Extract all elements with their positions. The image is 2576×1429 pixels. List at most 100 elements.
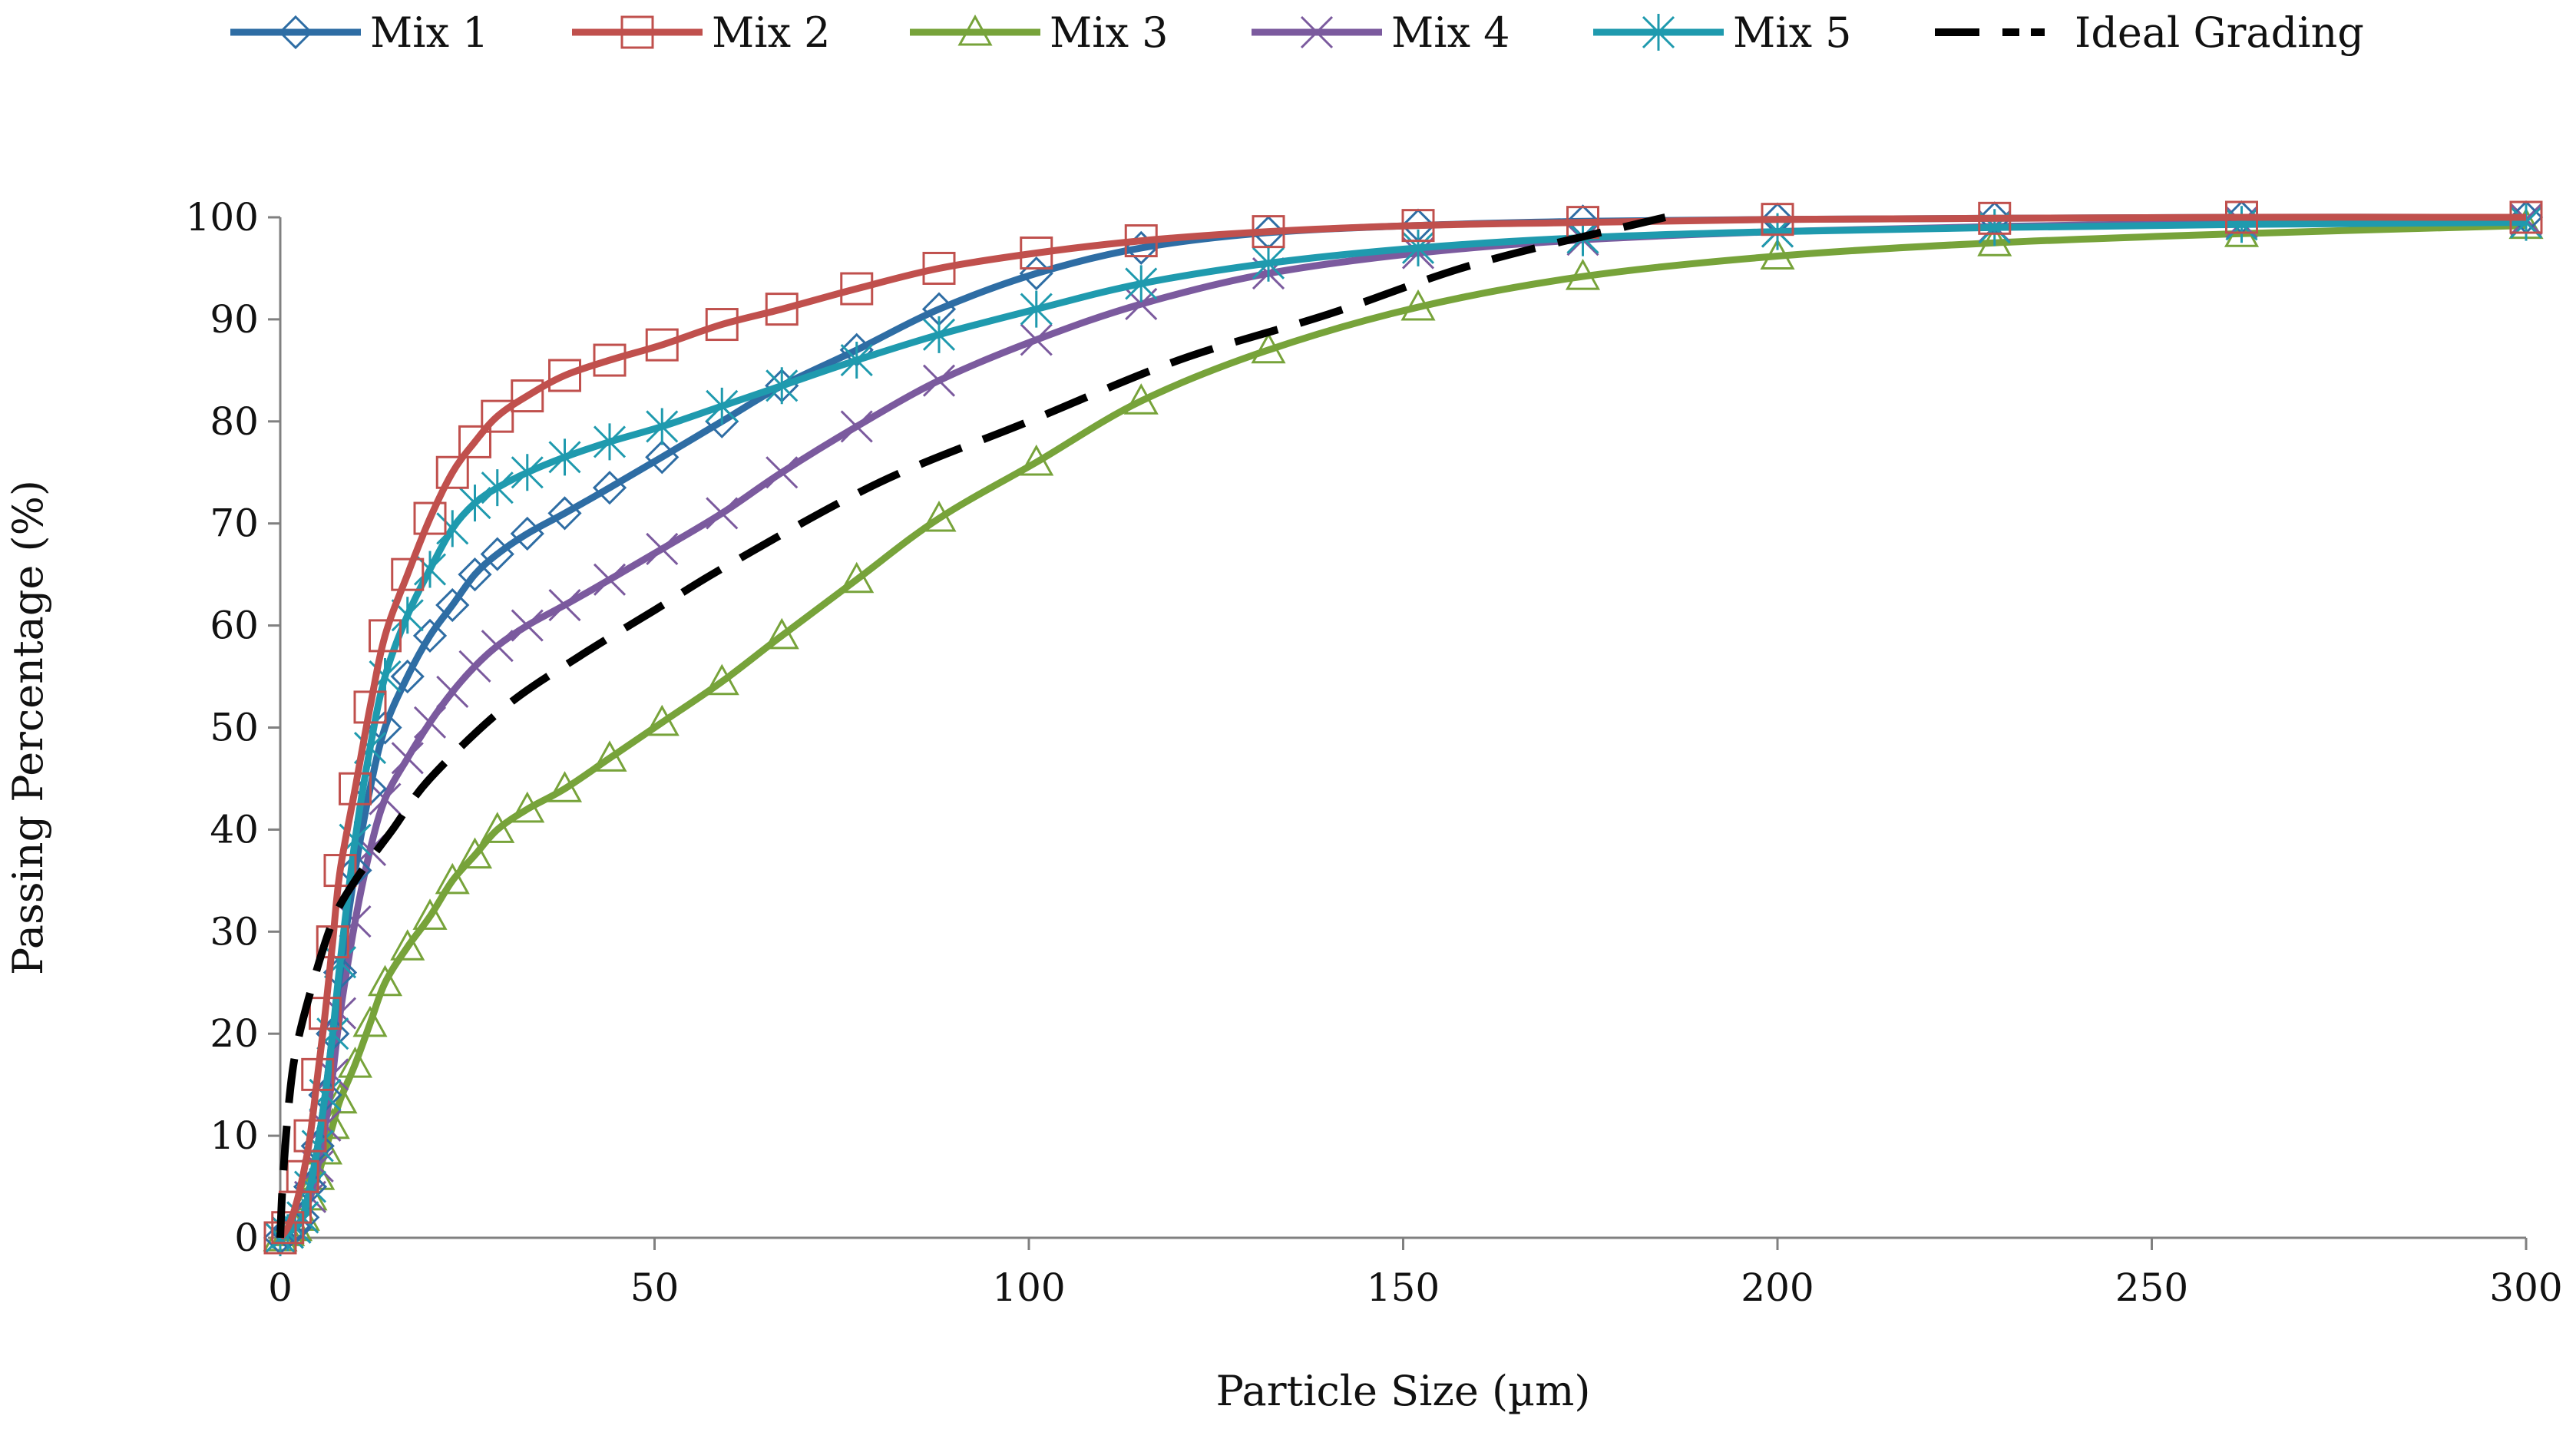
data-point	[592, 471, 627, 505]
data-point	[593, 563, 627, 596]
data-point	[435, 862, 470, 895]
data-point	[369, 782, 402, 815]
legend: Mix 1 Mix 2 Mix 3 Mix 4 Mix 5 Ideal Grading	[230, 8, 2364, 57]
data-point	[480, 537, 514, 571]
data-point	[413, 501, 447, 535]
x-tick-label: 0	[268, 1265, 293, 1310]
legend-marker	[957, 14, 993, 46]
data-point	[705, 308, 739, 342]
data-point	[435, 455, 469, 489]
data-point	[458, 557, 492, 592]
data-point	[646, 532, 679, 565]
data-point	[547, 771, 583, 802]
data-point	[412, 618, 448, 653]
series-line-mix-4	[278, 216, 2527, 1241]
data-point	[286, 1159, 319, 1193]
x-tick-label: 50	[630, 1265, 680, 1310]
data-point	[704, 663, 739, 696]
y-tick-label: 70	[210, 501, 259, 546]
legend-label: Mix 3	[1050, 8, 1169, 57]
data-point	[547, 496, 582, 531]
data-point	[839, 561, 875, 594]
data-point	[765, 293, 799, 326]
data-point	[1761, 203, 1794, 237]
data-point	[457, 837, 493, 869]
legend-item-mix-4: Mix 4	[1252, 8, 1510, 57]
legend-label: Mix 1	[370, 8, 489, 57]
legend-item-mix-1: Mix 1	[230, 8, 489, 57]
data-point	[1565, 258, 1601, 290]
data-point	[316, 925, 349, 959]
legend-marker	[278, 15, 313, 50]
data-point	[271, 1211, 305, 1245]
data-point	[436, 510, 469, 547]
series-mix-3	[263, 207, 2544, 1252]
y-tick-label: 50	[210, 706, 259, 750]
data-point	[840, 410, 873, 443]
data-point	[840, 342, 873, 379]
data-point	[1124, 224, 1158, 258]
series-line-mix-1	[278, 213, 2527, 1241]
y-tick-label: 100	[186, 195, 259, 240]
data-point	[481, 399, 514, 433]
data-point	[1252, 244, 1285, 282]
data-point	[413, 551, 447, 588]
data-point	[1020, 323, 1053, 356]
data-point	[1252, 215, 1285, 249]
x-tick-label: 100	[992, 1265, 1065, 1310]
data-point	[644, 704, 680, 736]
data-point	[593, 343, 627, 377]
data-point	[1401, 209, 1435, 243]
y-tick-label: 80	[210, 399, 259, 444]
data-point	[646, 408, 679, 445]
legend-marker	[1642, 14, 1675, 51]
data-point	[511, 379, 544, 413]
series-mix-2	[263, 200, 2543, 1255]
data-point	[337, 1046, 373, 1078]
data-point	[764, 617, 799, 650]
legend-label: Mix 4	[1391, 8, 1510, 57]
data-point	[390, 659, 425, 694]
data-point	[339, 772, 372, 805]
data-point	[1401, 229, 1435, 266]
data-point	[645, 440, 680, 475]
legend-label: Mix 5	[1733, 8, 1852, 57]
data-point	[1019, 444, 1054, 476]
data-point	[480, 812, 515, 843]
data-point	[367, 964, 403, 997]
data-point	[458, 485, 491, 522]
data-point	[922, 251, 956, 285]
series-line-mix-3	[278, 222, 2527, 1241]
data-point	[511, 454, 544, 491]
data-point	[592, 740, 627, 772]
data-point	[1400, 289, 1436, 321]
data-point	[706, 497, 739, 530]
data-point	[309, 997, 342, 1030]
y-tick-label: 0	[234, 1216, 259, 1260]
data-point	[1978, 201, 2012, 235]
data-point	[391, 742, 424, 775]
data-point	[1020, 290, 1053, 328]
legend-label: Mix 2	[712, 8, 831, 57]
data-point	[436, 675, 469, 709]
legend-item-mix-2: Mix 2	[572, 8, 831, 57]
series-ideal-grading	[276, 213, 1666, 1239]
data-point	[2225, 200, 2258, 234]
data-point	[510, 791, 545, 823]
x-axis-ticks: 0 50 100 150 200 250 300	[268, 1238, 2563, 1310]
data-point	[1020, 237, 1053, 270]
x-tick-label: 200	[1741, 1265, 1814, 1310]
data-point	[481, 630, 514, 663]
data-point	[353, 690, 387, 724]
legend-marker	[620, 15, 654, 49]
legend-item-ideal-grading: Ideal Grading	[1935, 8, 2364, 57]
data-point	[1760, 238, 1795, 270]
data-point	[301, 1057, 335, 1091]
data-point	[1123, 383, 1159, 415]
data-point	[412, 898, 448, 930]
data-point	[645, 328, 679, 362]
data-point	[766, 367, 799, 405]
data-point	[2509, 200, 2543, 234]
y-tick-label: 20	[210, 1011, 259, 1056]
